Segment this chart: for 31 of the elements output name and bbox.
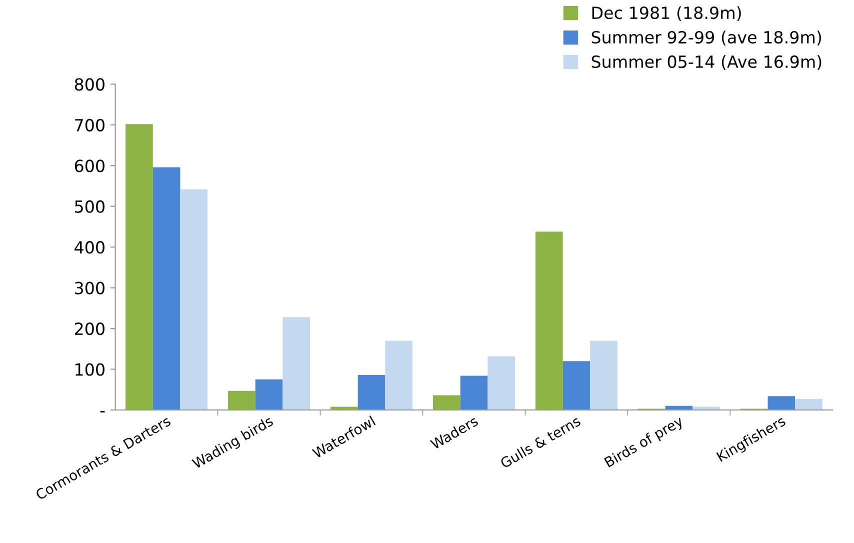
bar [768, 396, 796, 410]
bar [562, 361, 590, 410]
legend-label: Summer 92-99 (ave 18.9m) [592, 30, 822, 46]
bar [795, 398, 822, 410]
y-tick-label: - [100, 411, 105, 412]
bar [692, 406, 720, 410]
bar [282, 317, 310, 410]
y-tick-label: 700 [75, 118, 104, 132]
bar [330, 406, 358, 410]
bar [535, 232, 563, 410]
y-tick-label: 300 [75, 282, 104, 294]
bar [228, 390, 256, 410]
y-tick-label: 600 [74, 160, 104, 172]
bar [255, 379, 283, 410]
x-tick-label: Gulls & terns [499, 415, 582, 469]
bar [488, 356, 515, 410]
bar [385, 340, 412, 410]
legend-label: Dec 1981 (18.9m) [592, 6, 741, 22]
bar [358, 374, 386, 410]
y-tick-label: 800 [74, 78, 104, 91]
bar [180, 189, 208, 410]
bar [152, 167, 180, 410]
bar [590, 340, 618, 410]
bar [460, 376, 488, 410]
y-tick-label: 200 [74, 322, 104, 336]
y-tick-label: 100 [76, 363, 104, 376]
bar [126, 124, 153, 410]
legend-label: Summer 05-14 (Ave 16.9m) [592, 55, 822, 70]
bar [432, 395, 460, 410]
y-tick-label: 500 [75, 200, 104, 213]
y-tick-label: 400 [74, 241, 104, 254]
